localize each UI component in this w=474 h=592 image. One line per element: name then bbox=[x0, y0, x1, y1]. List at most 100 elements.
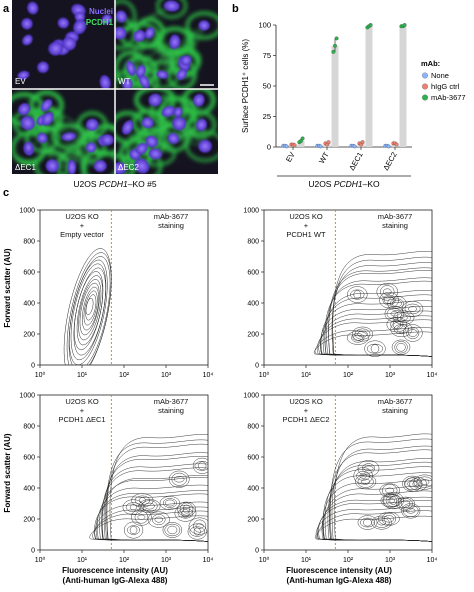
contour-line bbox=[69, 269, 109, 352]
contour-line bbox=[319, 316, 437, 357]
x-tick-label: 10⁰ bbox=[259, 556, 270, 564]
legend-marker bbox=[422, 95, 428, 101]
staining-text: mAb-3677 bbox=[154, 212, 189, 221]
data-point bbox=[301, 137, 305, 141]
y-tick-label: 800 bbox=[23, 424, 35, 431]
panel-letter-b: b bbox=[232, 3, 239, 15]
data-point bbox=[319, 145, 323, 149]
contour-line bbox=[152, 514, 165, 525]
contour-line bbox=[327, 278, 437, 357]
bar-mab-3677 bbox=[332, 46, 339, 147]
y-tick-label: 400 bbox=[247, 486, 259, 493]
contour-line bbox=[135, 511, 148, 523]
contour-line bbox=[55, 245, 121, 384]
contour-line bbox=[354, 290, 361, 298]
contour-line bbox=[358, 460, 379, 476]
data-point bbox=[395, 143, 399, 147]
x-tick-label: EV bbox=[284, 151, 297, 164]
x-axis-label-right-2: (Anti-human IgG-Alexa 488) bbox=[287, 576, 392, 585]
contour-line bbox=[99, 477, 213, 542]
contour-line bbox=[61, 253, 118, 374]
bar-mab-3677 bbox=[400, 26, 407, 147]
contours bbox=[55, 245, 121, 384]
condition-text: PCDH1 ΔEC2 bbox=[282, 415, 329, 424]
condition-text: PCDH1 WT bbox=[286, 230, 326, 239]
staining-text: mAb-3677 bbox=[378, 397, 413, 406]
contour-line bbox=[130, 526, 137, 533]
x-axis-label: U2OS PCDH1–KO bbox=[308, 179, 380, 189]
y-tick-label: 600 bbox=[23, 270, 35, 277]
x-tick-label: 10² bbox=[119, 557, 130, 564]
contour-line bbox=[127, 526, 139, 535]
panel-a-micrographs: Nuclei PCDH1 EV WT ΔEC1 ΔEC2 U2OS PCDH1–… bbox=[6, 0, 224, 189]
x-tick-label: 10² bbox=[343, 372, 354, 379]
legend-title: mAb: bbox=[421, 59, 440, 68]
contour-line bbox=[319, 497, 437, 542]
bar-mab-3677 bbox=[366, 26, 373, 147]
condition-text: U2OS KO bbox=[65, 212, 99, 221]
x-tick-label: 10⁴ bbox=[427, 372, 438, 379]
contour-line bbox=[193, 458, 211, 474]
y-tick-label: 1000 bbox=[19, 208, 35, 215]
contour-line bbox=[79, 286, 102, 332]
contour-line bbox=[144, 503, 154, 509]
y-tick-label: 400 bbox=[23, 486, 35, 493]
contour-line bbox=[405, 304, 420, 314]
x-tick-label: 10¹ bbox=[77, 557, 88, 564]
contour-line bbox=[178, 508, 193, 518]
data-point bbox=[361, 140, 365, 144]
staining-text: mAb-3677 bbox=[154, 397, 189, 406]
y-tick-label: 600 bbox=[23, 455, 35, 462]
contour-line bbox=[165, 500, 175, 506]
data-point bbox=[327, 140, 331, 144]
condition-text: + bbox=[304, 406, 309, 415]
contour-line bbox=[315, 516, 437, 542]
y-axis-label: Surface PCDH1⁺ cells (%) bbox=[241, 39, 250, 133]
contour-line bbox=[355, 329, 370, 339]
contour-line bbox=[124, 522, 143, 538]
y-tick-label: 0 bbox=[255, 548, 259, 555]
contour-line bbox=[195, 461, 210, 470]
y-tick-label: 800 bbox=[247, 424, 259, 431]
contour-line bbox=[355, 475, 376, 489]
x-tick-label: 10³ bbox=[161, 557, 172, 564]
y-tick-label: 100 bbox=[258, 21, 271, 30]
legend-marker bbox=[422, 84, 428, 90]
x-tick-label: ΔEC1 bbox=[347, 151, 365, 172]
contour-line bbox=[138, 515, 145, 519]
contours bbox=[90, 434, 213, 542]
y-tick-label: 0 bbox=[31, 363, 35, 370]
data-point bbox=[333, 44, 337, 48]
condition-text: U2OS KO bbox=[289, 397, 323, 406]
contour-line bbox=[371, 345, 379, 353]
contour-line bbox=[155, 517, 163, 522]
data-point bbox=[369, 23, 373, 27]
legend-label: None bbox=[431, 71, 449, 80]
x-tick-label: 10⁴ bbox=[203, 372, 214, 379]
x-tick-label: 10⁰ bbox=[35, 556, 46, 564]
contour-line bbox=[365, 341, 386, 357]
x-tick-label: ΔEC2 bbox=[381, 151, 399, 172]
y-tick-label: 0 bbox=[267, 143, 271, 152]
contour-line bbox=[325, 290, 437, 357]
data-point bbox=[335, 37, 339, 41]
y-tick-label: 0 bbox=[31, 548, 35, 555]
contour-line bbox=[332, 263, 437, 357]
y-tick-label: 200 bbox=[23, 517, 35, 524]
condition-text: PCDH1 ΔEC1 bbox=[58, 415, 105, 424]
x-tick-label: 10³ bbox=[161, 372, 172, 379]
contour-line bbox=[407, 481, 417, 486]
data-point bbox=[332, 50, 336, 54]
contour-line bbox=[383, 289, 391, 295]
contour-line bbox=[390, 497, 397, 505]
x-tick-label: 10⁴ bbox=[427, 557, 438, 564]
x-tick-label: 10¹ bbox=[301, 557, 312, 564]
x-axis-label-left-1: Fluorescence intensity (AU) bbox=[62, 566, 168, 575]
y-tick-label: 200 bbox=[23, 332, 35, 339]
staining-text: mAb-3677 bbox=[378, 212, 413, 221]
y-tick-label: 600 bbox=[247, 270, 259, 277]
